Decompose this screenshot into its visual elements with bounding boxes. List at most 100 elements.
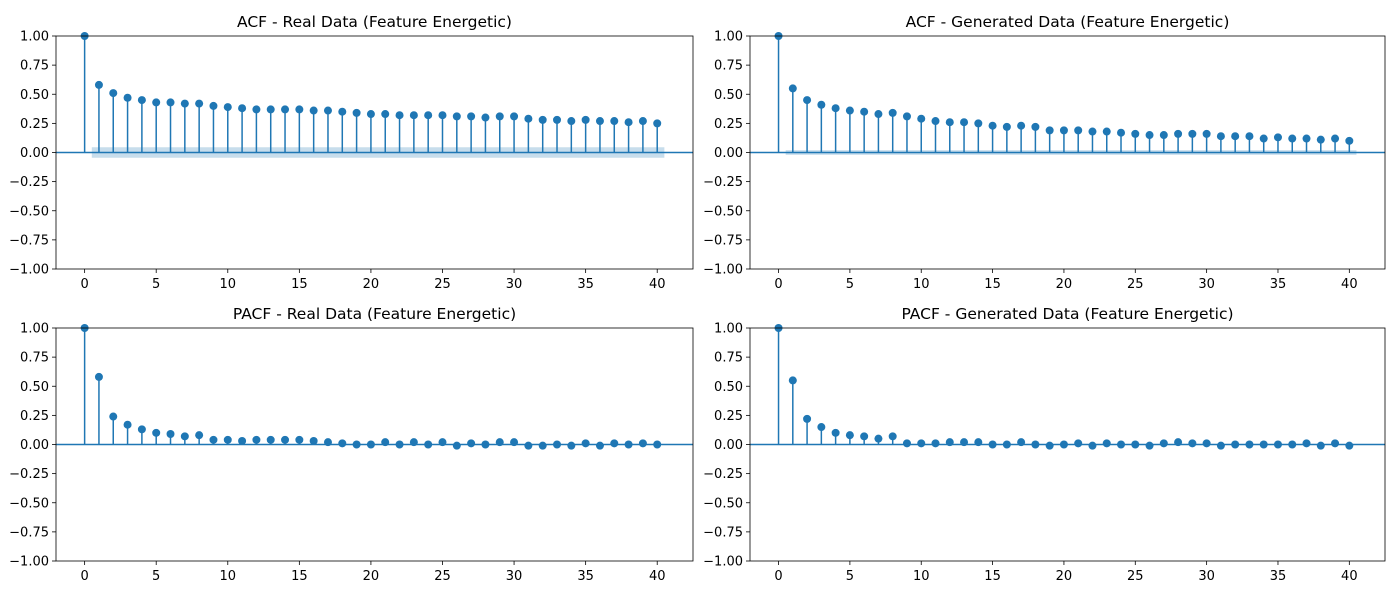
y-tick-label: −1.00: [703, 555, 743, 570]
marker-lag-19: [1045, 441, 1054, 450]
marker-lag-5: [845, 431, 854, 440]
x-tick-label: 10: [913, 569, 930, 584]
marker-lag-37: [610, 117, 619, 126]
marker-lag-38: [1316, 135, 1325, 144]
x-tick-label: 15: [984, 569, 1001, 584]
x-tick-label: 10: [913, 277, 930, 292]
marker-lag-40: [1345, 136, 1354, 145]
marker-lag-36: [595, 117, 604, 126]
marker-lag-5: [845, 106, 854, 115]
marker-lag-37: [610, 439, 619, 448]
marker-lag-16: [1002, 122, 1011, 131]
marker-lag-30: [510, 112, 519, 121]
y-tick-label: 0.50: [714, 380, 743, 395]
marker-lag-9: [209, 435, 218, 444]
marker-lag-30: [1202, 439, 1211, 448]
x-tick-label: 25: [1127, 277, 1144, 292]
marker-lag-1: [788, 84, 797, 93]
x-tick-label: 25: [434, 277, 451, 292]
y-tick-label: −0.25: [9, 175, 49, 190]
marker-lag-25: [1131, 129, 1140, 138]
y-tick-label: 0.00: [20, 438, 49, 453]
x-tick-label: 35: [577, 277, 594, 292]
marker-lag-27: [467, 439, 476, 448]
marker-lag-1: [788, 376, 797, 385]
marker-lag-21: [1074, 126, 1083, 135]
marker-lag-35: [581, 439, 590, 448]
marker-lag-34: [567, 117, 576, 126]
marker-lag-22: [395, 111, 404, 120]
y-tick-label: 0.50: [20, 88, 49, 103]
x-tick-label: 40: [649, 277, 666, 292]
marker-lag-38: [624, 118, 633, 127]
marker-lag-26: [452, 112, 461, 121]
marker-lag-4: [137, 96, 146, 105]
marker-lag-2: [109, 412, 118, 421]
marker-lag-28: [1174, 129, 1183, 138]
chart-title: ACF - Real Data (Feature Energetic): [237, 13, 512, 31]
marker-lag-10: [917, 439, 926, 448]
x-tick-label: 5: [846, 277, 854, 292]
x-tick-label: 15: [984, 277, 1001, 292]
marker-lag-4: [831, 104, 840, 113]
y-tick-label: 0.75: [20, 59, 49, 74]
marker-lag-26: [452, 441, 461, 450]
y-tick-label: −0.25: [9, 467, 49, 482]
y-tick-label: 0.75: [714, 59, 743, 74]
marker-lag-14: [974, 119, 983, 128]
marker-lag-36: [595, 441, 604, 450]
marker-lag-21: [381, 110, 390, 119]
marker-lag-26: [1145, 131, 1154, 140]
y-tick-label: −0.75: [703, 233, 743, 248]
marker-lag-13: [266, 105, 275, 114]
marker-lag-32: [538, 441, 547, 450]
marker-lag-11: [931, 117, 940, 126]
marker-lag-12: [945, 118, 954, 127]
marker-lag-8: [195, 99, 204, 108]
chart-title: PACF - Generated Data (Feature Energetic…: [901, 305, 1233, 323]
y-tick-label: 0.25: [20, 409, 49, 424]
marker-lag-17: [1017, 121, 1026, 130]
marker-lag-12: [252, 105, 261, 114]
x-tick-label: 0: [80, 277, 88, 292]
marker-lag-9: [902, 112, 911, 121]
marker-lag-27: [1159, 131, 1168, 140]
y-tick-label: 0.50: [20, 380, 49, 395]
marker-lag-29: [1188, 129, 1197, 138]
marker-lag-2: [109, 89, 118, 98]
x-tick-label: 30: [506, 569, 523, 584]
x-tick-label: 25: [1127, 569, 1144, 584]
y-tick-label: −0.50: [703, 204, 743, 219]
x-tick-label: 25: [434, 569, 451, 584]
marker-lag-30: [1202, 129, 1211, 138]
y-tick-label: 1.00: [20, 30, 49, 45]
x-tick-label: 30: [1198, 277, 1215, 292]
marker-lag-6: [860, 107, 869, 116]
y-tick-label: 0.75: [20, 351, 49, 366]
marker-lag-25: [438, 111, 447, 120]
chart-panel-3: 1.00 0.75 0.50 0.25 0.00 −0.25 −0.50 −0.75 −1.00…: [9, 305, 694, 584]
chart-title: PACF - Real Data (Feature Energetic): [233, 305, 516, 323]
x-tick-label: 15: [291, 277, 308, 292]
y-tick-label: 0.00: [714, 438, 743, 453]
marker-lag-16: [309, 106, 318, 115]
marker-lag-23: [1102, 127, 1111, 136]
marker-lag-18: [338, 439, 347, 448]
marker-lag-11: [238, 437, 247, 446]
y-tick-label: 0.75: [714, 351, 743, 366]
marker-lag-22: [1088, 441, 1097, 450]
x-tick-label: 20: [363, 569, 380, 584]
x-tick-label: 30: [506, 277, 523, 292]
y-tick-label: −1.00: [9, 263, 49, 278]
x-tick-label: 0: [774, 277, 782, 292]
x-tick-label: 10: [220, 277, 237, 292]
marker-lag-23: [409, 111, 418, 120]
marker-lag-21: [1074, 439, 1083, 448]
marker-lag-8: [195, 431, 204, 440]
marker-lag-19: [352, 108, 361, 117]
chart-panel-1: 1.00 0.75 0.50 0.25 0.00 −0.25 −0.50 −0.75 −1.00…: [9, 13, 694, 292]
marker-lag-7: [180, 432, 189, 441]
x-tick-label: 40: [1341, 569, 1358, 584]
marker-lag-22: [1088, 127, 1097, 136]
